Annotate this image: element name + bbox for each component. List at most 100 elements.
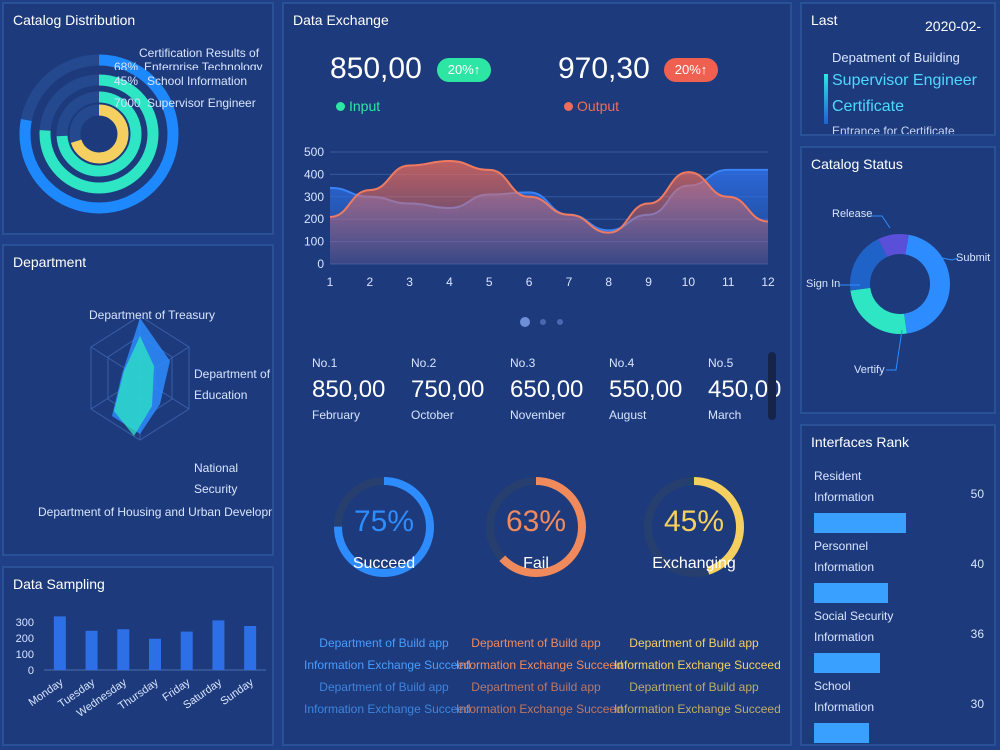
donut-release (850, 234, 950, 334)
exchange-xtick: 4 (446, 275, 453, 289)
sampling-bar (53, 616, 66, 670)
catalog-status-title: Catalog Status (811, 156, 903, 172)
gauge-row: 75% Succeed 63% Fail 45% Exchanging (284, 459, 790, 619)
gauge-percent: 75% (353, 505, 415, 538)
exchange-xtick: 5 (486, 275, 493, 289)
catalog-distribution-panel: Catalog Distribution Certification Resul… (2, 2, 274, 235)
last-item-0[interactable]: Supervisor Engineer (832, 72, 977, 89)
catalog-item-3: 7000 Supervisor Engineer (114, 96, 256, 110)
sampling-ytick: 300 (16, 617, 34, 629)
gauge-succeed: 75% Succeed (329, 459, 439, 619)
sampling-ytick: 100 (16, 649, 34, 661)
last-dept: Depatment of Building (832, 50, 960, 65)
exchange-xtick: 2 (366, 275, 373, 289)
rank-no: No.5 (708, 356, 734, 370)
exchange-xtick: 9 (645, 275, 652, 289)
irank-bar (814, 653, 881, 673)
exchange-ytick: 500 (304, 145, 324, 159)
carousel-dot-active[interactable] (520, 317, 530, 327)
gauge-fill (486, 477, 586, 577)
irank-label: Social Security Information (814, 609, 894, 644)
catalog-ring-2 (56, 91, 142, 177)
data-exchange-title: Data Exchange (293, 12, 389, 28)
gauge-exchanging: 45% Exchanging (639, 459, 749, 619)
rank-item: No.1 850,00 February (312, 356, 407, 422)
exchange-line-output (329, 159, 769, 234)
exchange-area-output (330, 160, 768, 264)
catalog-rings (19, 54, 179, 214)
gauge-label: Fail (523, 555, 549, 572)
exchange-xtick: 11 (722, 275, 735, 289)
radar-label-education: Department of Education (194, 367, 271, 402)
exchange-xtick: 7 (566, 275, 573, 289)
rank-value: 650,00 (510, 376, 584, 403)
irank-label: School Information (814, 679, 875, 714)
catalog-item-1: 68% Enterprise Technology (114, 60, 263, 70)
log-line: Department of Build app (471, 636, 601, 650)
log-line: Information Exchange Succeed (614, 702, 781, 716)
sampling-bar (85, 630, 98, 670)
gauge-fill (334, 477, 434, 577)
output-value: 970,30 (558, 52, 650, 85)
log-line: Information Exchange Succeed (456, 658, 623, 672)
exchange-ytick: 300 (304, 190, 324, 204)
input-badge: 20%↑ (437, 58, 491, 82)
carousel-dot[interactable] (540, 319, 547, 325)
gauge-label: Exchanging (652, 555, 736, 572)
rank-month: August (609, 408, 647, 422)
sampling-ytick: 200 (16, 633, 34, 645)
radar-label-treasury: Department of Treasury (89, 308, 216, 322)
carousel-dots[interactable] (520, 314, 563, 332)
rank-no: No.3 (510, 356, 536, 370)
exchange-xtick: 8 (605, 275, 612, 289)
data-sampling-chart: 0100200300MondayTuesdayWednesdayThursday… (16, 616, 266, 720)
gauge-percent: 45% (663, 505, 725, 538)
data-exchange-panel: Data Exchange 850,00 20%↑ Input 970,30 2… (282, 2, 792, 746)
interfaces-rank-title: Interfaces Rank (811, 434, 910, 450)
irank-value: 36 (970, 627, 984, 641)
sampling-bar (180, 631, 193, 670)
department-panel: Department Department of Treasury Depart… (2, 244, 274, 556)
catalog-ring-1 (39, 74, 159, 194)
catalog-distribution-chart (19, 54, 179, 214)
catalog-status-panel: Catalog Status Release Submit Sign In Ve… (800, 146, 996, 414)
irank-bar (814, 513, 906, 533)
exchange-xtick: 10 (682, 275, 696, 289)
rank-item: No.2 750,00 October (411, 356, 506, 422)
catalog-distribution-title: Catalog Distribution (13, 12, 136, 28)
carousel-dot[interactable] (556, 319, 563, 325)
catalog-ring-3 (69, 104, 129, 164)
rank-month: October (411, 408, 454, 422)
rank-month: November (510, 408, 566, 422)
irank-bar (814, 723, 870, 743)
irank-value: 40 (970, 557, 984, 571)
catalog-status-donut (840, 215, 959, 371)
department-title: Department (13, 254, 87, 270)
status-label-signin: Sign In (806, 278, 841, 290)
rank-value: 850,00 (312, 376, 386, 403)
status-label-submit: Submit (956, 252, 991, 264)
rank-scrollbar[interactable] (768, 352, 776, 420)
exchange-xtick: 12 (761, 275, 775, 289)
sampling-bar (149, 638, 161, 670)
last-item-1[interactable]: Certificate (832, 98, 905, 115)
last-bar (824, 74, 828, 124)
interfaces-rank-panel: Interfaces Rank Resident Information 50 Per… (800, 424, 996, 746)
catalog-item-2: 45% School Information (114, 74, 248, 88)
sampling-ytick: 0 (28, 665, 34, 677)
gauge-fill (644, 477, 744, 577)
rank-month: February (312, 408, 361, 422)
rank-item: No.4 550,00 August (609, 356, 704, 422)
donut-vertify (850, 234, 950, 334)
log-line: Information Exchange Succeed (304, 702, 471, 716)
log-line: Information Exchange Succeed (304, 658, 471, 672)
exchange-ytick: 0 (317, 257, 324, 271)
rank-no: No.4 (609, 356, 635, 370)
irank-value: 30 (970, 697, 984, 711)
log-line: Department of Build app (629, 680, 759, 694)
radar-label-security: National Security Council (194, 461, 239, 496)
exchange-ytick: 200 (304, 212, 324, 226)
sampling-xlabel: Sunday (218, 676, 256, 708)
exchange-xtick: 6 (526, 275, 533, 289)
